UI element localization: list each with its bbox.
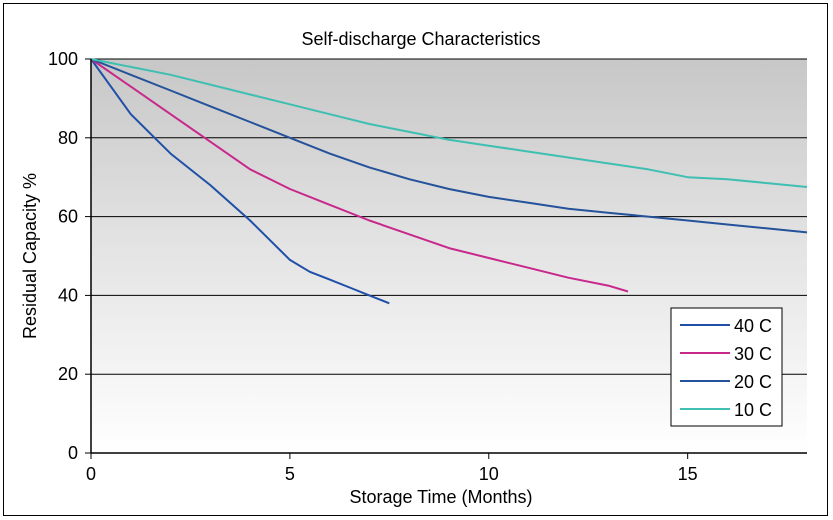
- legend-label: 40 C: [734, 316, 772, 336]
- legend-label: 30 C: [734, 344, 772, 364]
- legend: 40 C 30 C 20 C 10 C: [670, 307, 783, 427]
- y-tick-label: 60: [58, 207, 78, 227]
- gridlines: [91, 58, 807, 375]
- legend-label: 10 C: [734, 400, 772, 420]
- y-ticks: 0 20 40 60 80 100: [48, 49, 91, 463]
- x-tick-label: 10: [479, 464, 499, 484]
- series-line-20c: [90, 58, 808, 234]
- y-tick-label: 0: [68, 443, 78, 463]
- series-group: [90, 58, 808, 305]
- legend-label: 20 C: [734, 372, 772, 392]
- x-tick-label: 5: [285, 464, 295, 484]
- x-tick-label: 0: [86, 464, 96, 484]
- series-line-40c: [90, 58, 390, 305]
- x-axis-label: Storage Time (Months): [349, 487, 532, 507]
- y-tick-label: 80: [58, 128, 78, 148]
- y-tick-label: 20: [58, 364, 78, 384]
- series-line-30c: [90, 58, 629, 293]
- y-axis-label: Residual Capacity %: [20, 173, 40, 339]
- x-tick-label: 15: [678, 464, 698, 484]
- y-tick-label: 100: [48, 49, 78, 69]
- chart-title: Self-discharge Characteristics: [301, 29, 540, 49]
- series-line-10c: [90, 58, 808, 188]
- y-tick-label: 40: [58, 285, 78, 305]
- x-ticks: 0 5 10 15: [86, 453, 698, 484]
- legend-box: [670, 307, 783, 427]
